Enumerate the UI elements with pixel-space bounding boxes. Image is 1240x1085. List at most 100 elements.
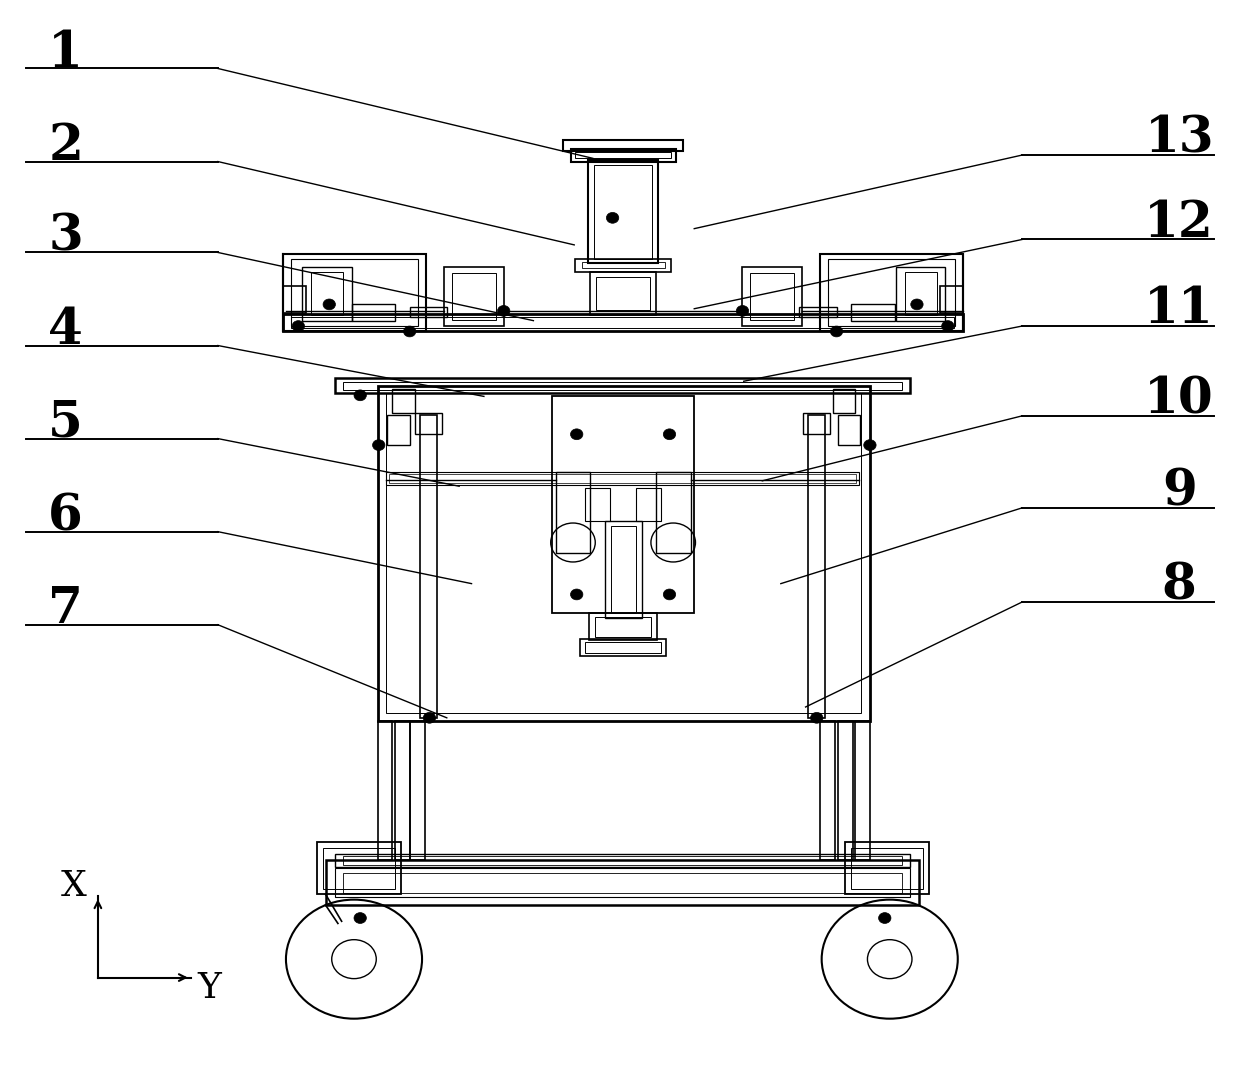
Text: 12: 12 xyxy=(1145,199,1214,247)
Bar xyxy=(336,868,909,897)
Circle shape xyxy=(570,589,583,600)
Bar xyxy=(291,259,418,327)
Bar xyxy=(595,617,651,637)
Bar xyxy=(451,273,496,320)
Bar xyxy=(605,521,642,618)
Bar xyxy=(343,382,901,390)
Circle shape xyxy=(497,306,510,317)
Bar xyxy=(444,267,503,327)
Bar xyxy=(575,152,671,158)
Circle shape xyxy=(864,439,877,450)
Text: 5: 5 xyxy=(48,399,83,448)
Text: 9: 9 xyxy=(1162,468,1197,516)
Text: X: X xyxy=(61,869,86,903)
Bar xyxy=(596,278,650,310)
Text: 2: 2 xyxy=(48,122,83,171)
Bar xyxy=(386,472,859,485)
Bar xyxy=(377,385,870,722)
Circle shape xyxy=(737,306,749,317)
Bar xyxy=(846,842,929,894)
Bar xyxy=(311,272,343,316)
Bar xyxy=(556,472,590,553)
Bar xyxy=(414,412,441,434)
Circle shape xyxy=(606,213,619,224)
Bar xyxy=(588,161,658,264)
Bar xyxy=(580,639,666,656)
Bar xyxy=(326,859,919,905)
Bar xyxy=(904,272,936,316)
Bar xyxy=(656,472,691,553)
Bar xyxy=(804,412,831,434)
Bar xyxy=(343,856,901,865)
Bar xyxy=(852,305,895,321)
Text: 10: 10 xyxy=(1145,375,1214,424)
Circle shape xyxy=(811,713,823,724)
Bar xyxy=(582,263,665,268)
Bar xyxy=(284,254,425,331)
Bar xyxy=(343,872,901,893)
Circle shape xyxy=(403,327,415,336)
Bar xyxy=(585,642,661,653)
Bar xyxy=(589,613,657,640)
Bar xyxy=(833,388,856,412)
Text: 4: 4 xyxy=(48,306,83,355)
Bar xyxy=(291,318,954,329)
Bar xyxy=(394,722,409,859)
Bar xyxy=(852,847,923,889)
Circle shape xyxy=(293,321,305,331)
Bar xyxy=(388,474,857,483)
Circle shape xyxy=(372,439,384,450)
Bar xyxy=(336,854,909,867)
Bar xyxy=(575,259,671,272)
Bar xyxy=(409,307,446,318)
Bar xyxy=(828,259,955,327)
Bar xyxy=(351,305,394,321)
Bar xyxy=(336,378,909,393)
Bar xyxy=(409,722,424,859)
Circle shape xyxy=(910,299,923,310)
Bar xyxy=(552,396,694,613)
Bar xyxy=(856,722,870,859)
Bar xyxy=(800,307,837,318)
Circle shape xyxy=(663,429,676,439)
Text: 3: 3 xyxy=(48,213,83,261)
Bar xyxy=(284,286,306,314)
Bar xyxy=(392,388,414,412)
Circle shape xyxy=(941,321,954,331)
Bar xyxy=(750,273,795,320)
Bar xyxy=(419,414,436,718)
Circle shape xyxy=(353,390,366,400)
Bar xyxy=(940,286,962,314)
Text: 1: 1 xyxy=(48,29,83,78)
Circle shape xyxy=(570,429,583,439)
Bar xyxy=(611,526,636,613)
Bar xyxy=(821,254,962,331)
Bar xyxy=(838,722,853,859)
Circle shape xyxy=(879,912,892,923)
Bar xyxy=(570,149,676,162)
Bar xyxy=(324,847,394,889)
Bar xyxy=(821,722,836,859)
Bar xyxy=(303,267,351,321)
Bar xyxy=(387,414,409,445)
Circle shape xyxy=(353,912,366,923)
Bar xyxy=(317,842,401,894)
Bar xyxy=(386,393,862,714)
Bar xyxy=(636,488,661,521)
Bar xyxy=(594,165,652,259)
Text: 6: 6 xyxy=(48,492,83,541)
Circle shape xyxy=(831,327,843,336)
Circle shape xyxy=(663,589,676,600)
Text: Y: Y xyxy=(197,971,221,1006)
Bar xyxy=(808,414,826,718)
Bar xyxy=(897,267,945,321)
Bar xyxy=(590,272,656,316)
Bar xyxy=(563,140,683,151)
Text: 8: 8 xyxy=(1162,561,1197,610)
Bar xyxy=(377,722,392,859)
Bar xyxy=(284,315,962,331)
Bar xyxy=(743,267,802,327)
Bar xyxy=(838,414,861,445)
Text: 7: 7 xyxy=(48,585,83,634)
Circle shape xyxy=(423,713,435,724)
